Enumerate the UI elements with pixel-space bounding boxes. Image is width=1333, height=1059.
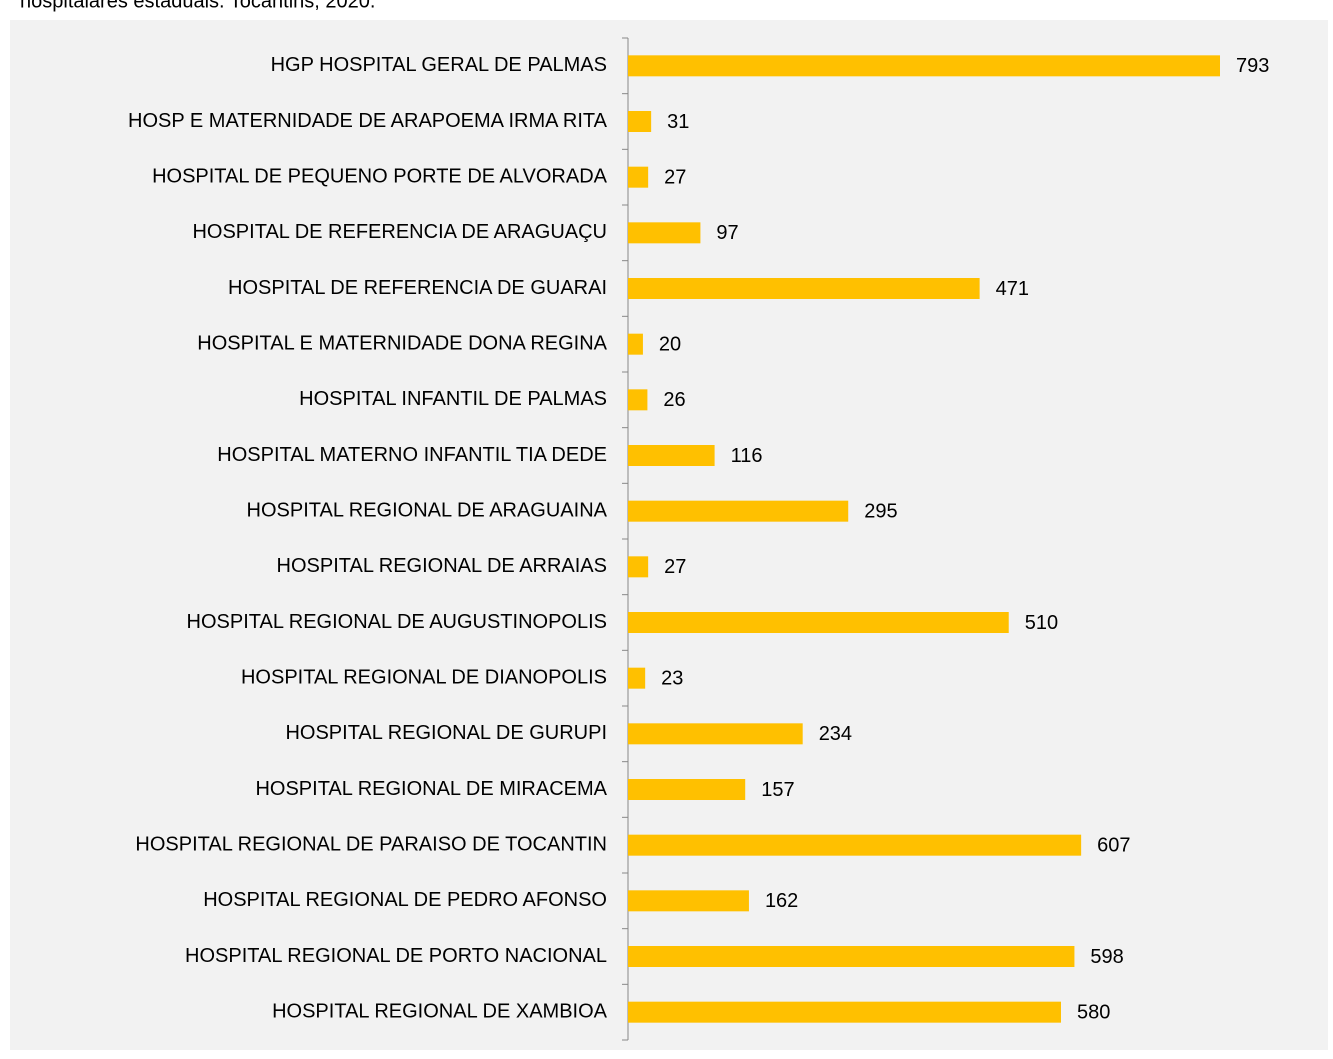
- bar: [628, 946, 1075, 967]
- value-label: 116: [731, 445, 763, 467]
- bar: [628, 278, 980, 299]
- value-label: 23: [661, 667, 683, 689]
- bar: [628, 556, 649, 578]
- category-label: HOSPITAL REGIONAL DE GURUPI: [285, 722, 607, 744]
- value-label: 580: [1077, 1001, 1110, 1023]
- category-label: HOSPITAL INFANTIL DE PALMAS: [299, 388, 607, 410]
- category-label: HOSPITAL REGIONAL DE ARAGUAINA: [247, 499, 608, 521]
- value-label: 97: [716, 222, 738, 244]
- category-label: HOSPITAL MATERNO INFANTIL TIA DEDE: [217, 444, 607, 466]
- category-label: HOSPITAL REGIONAL DE PARAISO DE TOCANTIN: [135, 833, 607, 855]
- value-label: 793: [1236, 55, 1269, 77]
- bar: [628, 55, 1220, 77]
- category-label: HOSP E MATERNIDADE DE ARAPOEMA IRMA RITA: [128, 110, 608, 132]
- category-label: HGP HOSPITAL GERAL DE PALMAS: [271, 54, 607, 76]
- bar: [628, 111, 652, 132]
- category-label: HOSPITAL REGIONAL DE AUGUSTINOPOLIS: [187, 611, 607, 633]
- bar: [628, 500, 849, 522]
- category-label: HOSPITAL E MATERNIDADE DONA REGINA: [197, 332, 607, 354]
- value-label: 157: [761, 779, 794, 801]
- plot-background: [10, 20, 1328, 1050]
- bar: [628, 389, 648, 411]
- chart-title: hospitalares estaduais. Tocantins, 2020.: [20, 0, 375, 12]
- bar: [628, 445, 715, 466]
- value-label: 20: [659, 333, 681, 355]
- value-label: 162: [765, 890, 798, 912]
- category-label: HOSPITAL REGIONAL DE PORTO NACIONAL: [185, 945, 607, 967]
- value-label: 295: [864, 500, 897, 522]
- bar: [628, 723, 803, 745]
- bar: [628, 1001, 1061, 1023]
- bar: [628, 166, 649, 188]
- value-label: 31: [667, 111, 689, 133]
- category-label: HOSPITAL DE PEQUENO PORTE DE ALVORADA: [152, 165, 608, 187]
- bar: [628, 222, 701, 244]
- bar: [628, 890, 749, 912]
- category-label: HOSPITAL REGIONAL DE DIANOPOLIS: [241, 666, 607, 688]
- bar: [628, 779, 746, 800]
- category-label: HOSPITAL DE REFERENCIA DE GUARAI: [228, 277, 607, 299]
- bar: [628, 333, 643, 355]
- bar: [628, 612, 1009, 633]
- value-label: 598: [1090, 946, 1123, 968]
- category-label: HOSPITAL REGIONAL DE ARRAIAS: [277, 555, 607, 577]
- value-label: 26: [663, 389, 685, 411]
- bar: [628, 834, 1082, 856]
- category-label: HOSPITAL REGIONAL DE PEDRO AFONSO: [203, 889, 607, 911]
- value-label: 27: [664, 556, 686, 578]
- bar: [628, 667, 646, 689]
- value-label: 510: [1025, 612, 1058, 634]
- category-label: HOSPITAL DE REFERENCIA DE ARAGUAÇU: [192, 221, 607, 243]
- value-label: 27: [664, 166, 686, 188]
- category-label: HOSPITAL REGIONAL DE XAMBIOA: [272, 1000, 608, 1022]
- value-label: 471: [996, 278, 1029, 300]
- value-label: 607: [1097, 834, 1130, 856]
- category-label: HOSPITAL REGIONAL DE MIRACEMA: [255, 778, 607, 800]
- value-label: 234: [819, 723, 852, 745]
